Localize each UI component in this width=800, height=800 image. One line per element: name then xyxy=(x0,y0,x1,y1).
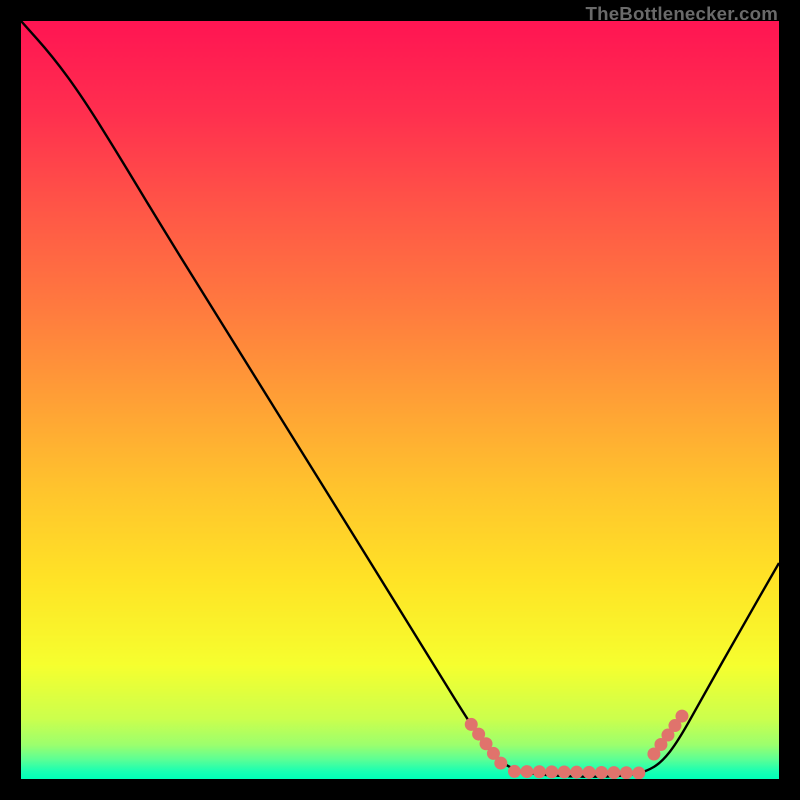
highlight-dot xyxy=(595,766,608,779)
bottleneck-curve xyxy=(21,21,779,777)
highlight-dot xyxy=(520,765,533,778)
highlight-dot xyxy=(533,765,546,778)
plot-area xyxy=(21,21,779,779)
highlight-dot xyxy=(583,766,596,779)
highlight-dot xyxy=(545,765,558,778)
highlight-dot xyxy=(570,766,583,779)
curve-layer xyxy=(21,21,779,779)
highlight-dot xyxy=(675,710,688,723)
highlight-dot xyxy=(632,766,645,779)
chart-root: TheBottlenecker.com xyxy=(0,0,800,800)
highlight-dot xyxy=(607,766,620,779)
highlight-dot xyxy=(494,757,507,770)
highlight-dot xyxy=(558,766,571,779)
highlight-dot xyxy=(620,766,633,779)
highlight-dot xyxy=(508,765,521,778)
